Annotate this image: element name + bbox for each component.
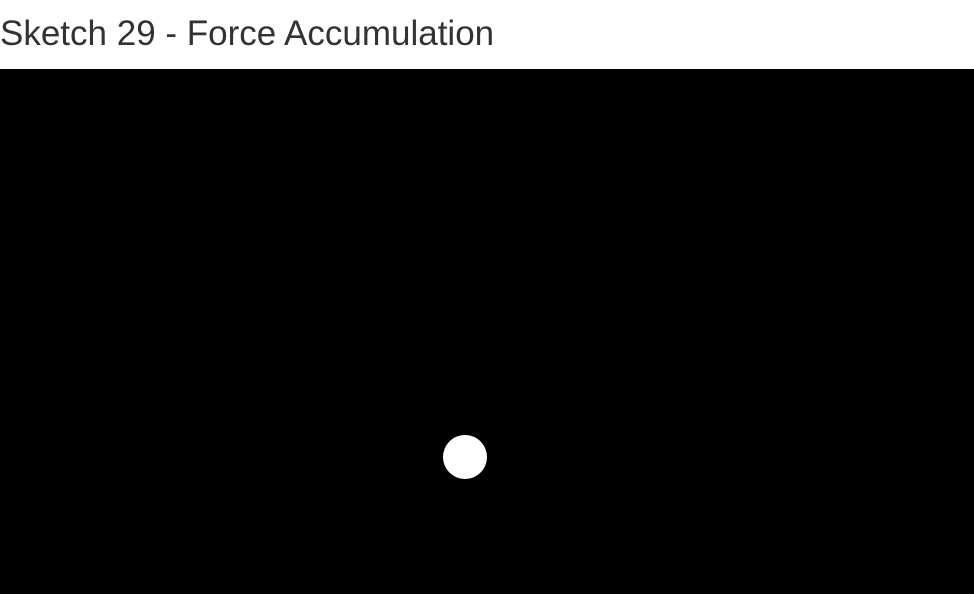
sketch-canvas[interactable]	[0, 69, 974, 594]
ball	[443, 435, 487, 479]
page-title: Sketch 29 - Force Accumulation	[0, 14, 495, 53]
